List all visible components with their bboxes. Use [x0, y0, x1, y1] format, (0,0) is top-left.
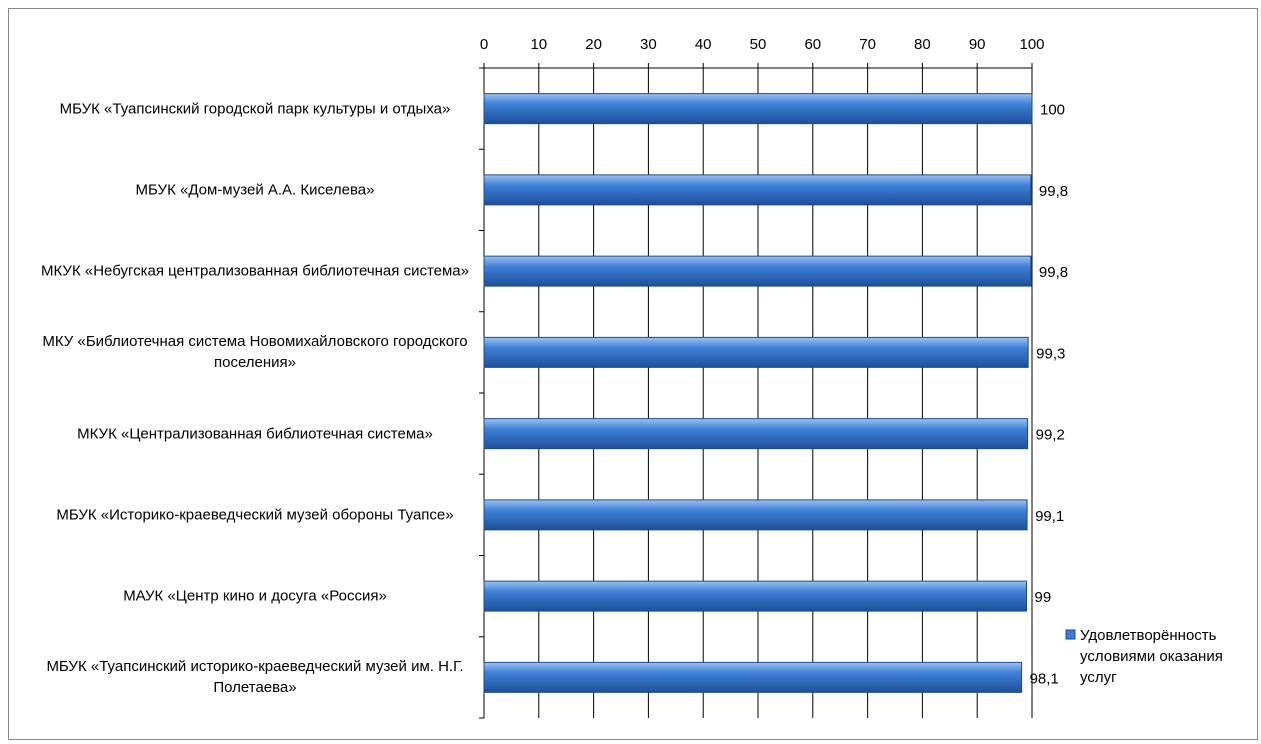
- value-label: 99,8: [1039, 264, 1068, 281]
- x-tick-label: 60: [804, 36, 821, 53]
- x-tick-label: 30: [640, 36, 657, 53]
- x-tick-label: 90: [969, 36, 986, 53]
- bar: [483, 499, 1028, 531]
- y-tick-label: МБУК «Историко-краеведческий музей оборо…: [56, 506, 454, 524]
- value-label: 99,2: [1036, 427, 1065, 444]
- bar: [483, 661, 1023, 693]
- x-tick-label: 20: [585, 36, 602, 53]
- x-tick-label: 80: [914, 36, 931, 53]
- value-label: 99,8: [1039, 183, 1068, 200]
- frame: [8, 8, 1258, 740]
- bar: [483, 418, 1029, 450]
- legend-label: Удовлетворённость условиями оказания усл…: [1080, 627, 1223, 686]
- value-label: 98,1: [1030, 670, 1059, 687]
- bar: [483, 255, 1032, 287]
- x-tick-label: 0: [480, 36, 488, 53]
- bar: [483, 174, 1032, 206]
- y-tick-label: МБУК «Туапсинский историко-краеведческий…: [46, 658, 464, 697]
- value-label: 99,1: [1035, 508, 1064, 525]
- y-tick-label: МБУК «Дом-музей А.А. Киселева»: [135, 181, 375, 199]
- bar: [483, 93, 1033, 125]
- y-tick-label: МКУ «Библиотечная система Новомихайловск…: [42, 333, 468, 372]
- bar: [483, 580, 1028, 612]
- legend-swatch: [1065, 629, 1076, 640]
- value-label: 100: [1040, 102, 1065, 119]
- x-tick-label: 40: [695, 36, 712, 53]
- y-tick-label: МАУК «Центр кино и досуга «Россия»: [123, 587, 387, 605]
- x-tick-label: 50: [750, 36, 767, 53]
- y-tick-label: МКУК «Централизованная библиотечная сист…: [77, 425, 433, 443]
- x-tick-label: 100: [1019, 36, 1044, 53]
- value-label: 99: [1035, 589, 1052, 606]
- x-tick-label: 70: [859, 36, 876, 53]
- bar: [483, 336, 1029, 368]
- x-tick-label: 10: [530, 36, 547, 53]
- y-tick-label: МБУК «Туапсинский городской парк культур…: [59, 100, 451, 118]
- value-label: 99,3: [1036, 345, 1065, 362]
- y-tick-label: МКУК «Небугская централизованная библиот…: [41, 262, 469, 280]
